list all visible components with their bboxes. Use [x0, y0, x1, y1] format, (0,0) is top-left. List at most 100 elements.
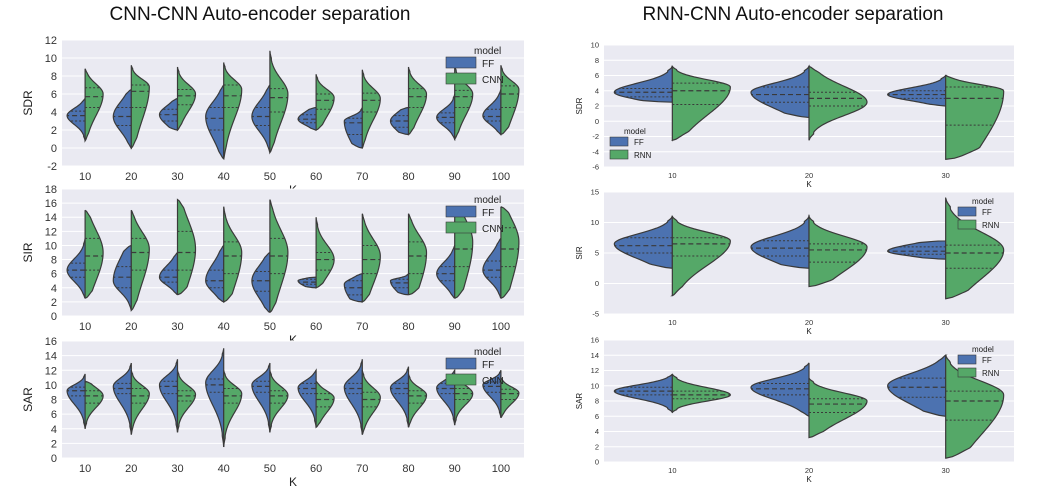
- violin-half-ff-90: [436, 245, 456, 299]
- violin-half-rnn-10: [671, 373, 731, 413]
- violin-half-ff-50: [251, 83, 271, 153]
- series-ff: [613, 354, 948, 418]
- violin-half-cnn-60: [315, 74, 335, 131]
- y-tick-label: 18: [45, 184, 57, 196]
- legend-swatch-ff: [445, 357, 477, 370]
- violin-half-ff-20: [112, 244, 132, 311]
- legend-entry-cnn: CNN: [482, 376, 504, 387]
- x-tick-label: 40: [218, 171, 230, 183]
- x-tick-label: 30: [941, 171, 949, 180]
- y-tick-label: 0: [51, 143, 57, 155]
- legend-entry-ff: FF: [982, 356, 992, 365]
- y-tick-label: 4: [595, 427, 599, 436]
- y-tick-label: 14: [45, 351, 57, 363]
- x-tick-label: 90: [449, 171, 461, 183]
- y-tick-label: 4: [51, 424, 57, 436]
- violin-half-cnn-10: [84, 380, 104, 429]
- violin-half-cnn-70: [361, 69, 381, 149]
- legend-entry-ff: FF: [634, 138, 644, 147]
- violin-half-ff-70: [343, 359, 363, 435]
- y-tick-label: 10: [591, 41, 599, 50]
- x-axis-label: K: [289, 475, 297, 489]
- y-tick-label: 6: [595, 412, 599, 421]
- y-tick-label: 2: [595, 102, 599, 111]
- legend-swatch-ff: [445, 205, 477, 218]
- panel-cnn-sar: 0 2 4 6 8 10 12 14 16 10 20 30 40 50 60 70 80 90 100 K SAR mo…: [21, 336, 524, 489]
- series-cnn: [84, 370, 520, 448]
- violin-half-ff-10: [613, 373, 673, 414]
- violin-half-ff-30: [158, 359, 179, 433]
- legend-title: model: [474, 46, 501, 57]
- y-tick-label: 8: [51, 395, 57, 407]
- violin-half-ff-30: [887, 240, 947, 260]
- y-tick-label: 0: [595, 279, 599, 288]
- legend-title: model: [972, 197, 994, 206]
- x-tick-label: 30: [941, 318, 949, 327]
- y-axis-label: SAR: [21, 387, 35, 412]
- legend-entry-ff: FF: [482, 360, 494, 371]
- y-tick-label: 8: [51, 71, 57, 83]
- violin-half-ff-50: [251, 362, 271, 433]
- legend-entry-cnn: CNN: [482, 224, 504, 235]
- violin-half-ff-100: [482, 237, 502, 299]
- y-tick-label: 0: [595, 117, 599, 126]
- violin-half-cnn-80: [407, 66, 428, 136]
- y-tick-label: -2: [592, 132, 599, 141]
- y-tick-label: 12: [45, 226, 57, 238]
- violin-half-cnn-80: [407, 213, 428, 296]
- violin-half-rnn-20: [808, 214, 868, 288]
- series-ff: [66, 237, 502, 313]
- x-tick-label: 80: [402, 463, 414, 475]
- series-ff: [66, 83, 502, 161]
- y-tick-label: 2: [51, 125, 57, 137]
- y-tick-label: 16: [45, 198, 57, 210]
- legend: model FF RNN: [609, 127, 652, 160]
- x-tick-label: 40: [218, 463, 230, 475]
- legend-swatch-ff: [957, 206, 977, 217]
- legend-title: model: [474, 195, 501, 206]
- x-tick-label: 20: [805, 171, 813, 180]
- figure-title-right: RNN-CNN Auto-encoder separation: [642, 4, 944, 25]
- violin-half-ff-40: [205, 348, 225, 448]
- violin-half-cnn-50: [269, 370, 289, 433]
- y-tick-label: 14: [45, 212, 57, 224]
- x-tick-label: 100: [492, 321, 510, 333]
- x-tick-label: 20: [125, 321, 137, 333]
- legend-entry-rnn: RNN: [634, 151, 652, 160]
- legend-swatch-ff: [445, 56, 477, 69]
- violin-half-rnn-30: [945, 354, 1005, 459]
- legend-swatch-rnn: [957, 367, 977, 378]
- y-axis-label: SAR: [575, 393, 584, 410]
- y-tick-label: 2: [51, 297, 57, 309]
- x-tick-label: 60: [310, 321, 322, 333]
- y-tick-label: 6: [51, 269, 57, 281]
- violin-half-ff-100: [482, 89, 502, 136]
- legend: model FF CNN: [445, 195, 504, 235]
- x-tick-label: 30: [171, 171, 183, 183]
- violin-half-ff-10: [66, 238, 86, 299]
- x-tick-label: 10: [79, 463, 91, 475]
- x-tick-label: 20: [805, 318, 813, 327]
- x-tick-label: 30: [171, 321, 183, 333]
- x-tick-label: 80: [402, 321, 414, 333]
- violin-half-cnn-70: [361, 370, 381, 435]
- series-ff: [613, 214, 947, 269]
- violin-half-ff-80: [389, 366, 410, 428]
- violin-half-ff-60: [297, 368, 317, 428]
- violin-half-ff-50: [251, 251, 271, 313]
- series-rnn: [671, 354, 1005, 459]
- violin-half-cnn-40: [223, 62, 243, 159]
- y-tick-label: 12: [591, 366, 599, 375]
- legend: model FF RNN: [957, 197, 1000, 230]
- violin-half-rnn-10: [671, 65, 731, 142]
- x-tick-label: 70: [356, 463, 368, 475]
- series-ff: [66, 348, 502, 448]
- violin-half-ff-30: [158, 251, 179, 296]
- x-tick-label: 10: [79, 171, 91, 183]
- violin-half-rnn-30: [945, 74, 1005, 161]
- violin-half-cnn-20: [130, 370, 150, 435]
- violin-half-cnn-70: [361, 213, 381, 303]
- legend-entry-ff: FF: [482, 59, 494, 70]
- y-tick-label: 6: [595, 71, 599, 80]
- y-axis-label: SIR: [21, 242, 35, 262]
